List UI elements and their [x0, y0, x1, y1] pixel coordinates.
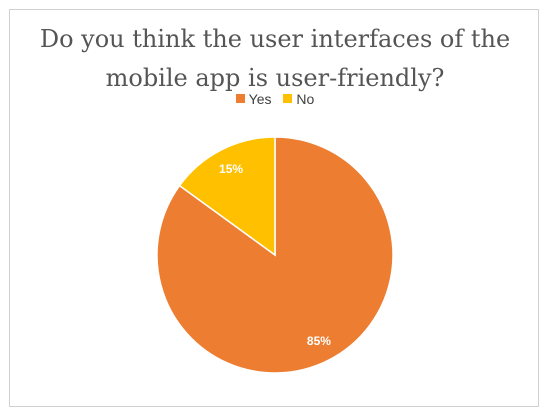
- pie-labels: 85% 15%: [219, 162, 331, 348]
- pie-slices: [156, 136, 394, 374]
- slice-label-no: 15%: [219, 162, 243, 176]
- pie-slice-no: [178, 136, 276, 257]
- legend-swatch-no: [283, 94, 293, 103]
- legend-label-yes: Yes: [248, 90, 272, 107]
- slice-label-yes: 85%: [307, 334, 331, 348]
- legend-swatch-yes: [235, 94, 245, 103]
- chart-title-line-1: Do you think the user interfaces of the: [39, 25, 511, 53]
- chart-legend: Yes No: [0, 90, 550, 107]
- chart-title: Do you think the user interfaces of the …: [0, 20, 550, 98]
- chart-title-line-2: mobile app is user-friendly?: [105, 64, 445, 92]
- legend-item-yes: Yes: [235, 90, 272, 107]
- legend-item-no: No: [283, 91, 314, 107]
- legend-label-no: No: [296, 90, 315, 107]
